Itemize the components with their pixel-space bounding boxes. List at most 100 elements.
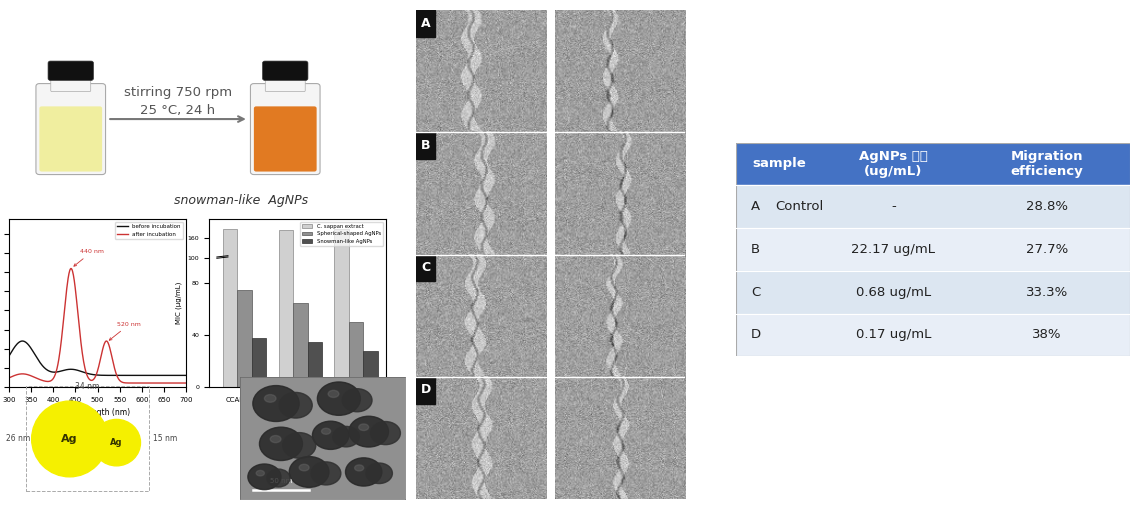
FancyBboxPatch shape xyxy=(37,83,105,175)
after incubation xyxy=(73,327,87,333)
Bar xyxy=(736,143,1130,185)
FancyBboxPatch shape xyxy=(51,75,91,92)
Ellipse shape xyxy=(322,428,331,434)
Bar xyxy=(736,271,1130,314)
Text: 0.17 ug/mL: 0.17 ug/mL xyxy=(856,328,931,342)
Ellipse shape xyxy=(283,433,316,458)
Text: B: B xyxy=(751,243,760,256)
before incubation xyxy=(131,372,145,378)
Text: Migration
efficiency: Migration efficiency xyxy=(1011,150,1083,178)
Text: 22.17 ug/mL: 22.17 ug/mL xyxy=(851,243,936,256)
Ellipse shape xyxy=(355,465,364,471)
FancyBboxPatch shape xyxy=(253,106,317,172)
Ellipse shape xyxy=(358,424,369,431)
Bar xyxy=(308,342,322,387)
Ellipse shape xyxy=(371,421,400,445)
Ellipse shape xyxy=(32,401,107,477)
Bar xyxy=(278,230,293,387)
before incubation xyxy=(2,353,16,359)
Ellipse shape xyxy=(329,390,339,398)
Text: A: A xyxy=(421,17,430,30)
Text: Control: Control xyxy=(775,200,823,213)
after incubation xyxy=(60,286,74,292)
Legend: C. sappan extract, Spherical-shaped AgNPs, Snowman-like AgNPs: C. sappan extract, Spherical-shaped AgNP… xyxy=(300,221,383,246)
Text: 440 nm: 440 nm xyxy=(74,249,104,266)
after incubation xyxy=(2,375,16,381)
Bar xyxy=(222,229,237,387)
Bar xyxy=(416,10,435,37)
Text: Ag: Ag xyxy=(62,434,78,444)
Text: C: C xyxy=(751,286,760,299)
before incubation xyxy=(157,373,171,379)
before incubation xyxy=(130,372,144,378)
Text: 50 nm: 50 nm xyxy=(269,478,292,484)
Ellipse shape xyxy=(299,464,309,471)
Bar xyxy=(736,185,1130,228)
Ellipse shape xyxy=(317,382,361,415)
after incubation xyxy=(130,380,144,386)
Line: after incubation: after incubation xyxy=(9,269,186,383)
Bar xyxy=(293,303,308,387)
Text: C: C xyxy=(421,261,430,274)
Text: D: D xyxy=(751,328,761,342)
Ellipse shape xyxy=(256,470,265,476)
FancyBboxPatch shape xyxy=(39,106,103,172)
Text: Ag: Ag xyxy=(111,438,123,447)
Text: 520 nm: 520 nm xyxy=(110,322,141,340)
Text: D: D xyxy=(421,383,431,397)
Ellipse shape xyxy=(366,463,393,484)
Text: 33.3%: 33.3% xyxy=(1026,286,1068,299)
Bar xyxy=(252,338,266,387)
after incubation xyxy=(149,380,163,386)
X-axis label: S. aureus strains: S. aureus strains xyxy=(265,408,330,417)
Line: before incubation: before incubation xyxy=(9,341,186,376)
Legend: before incubation, after incubation: before incubation, after incubation xyxy=(115,221,184,239)
Text: AgNPs 농도
(ug/mL): AgNPs 농도 (ug/mL) xyxy=(859,150,928,178)
Text: 26 nm: 26 nm xyxy=(6,435,30,443)
Y-axis label: MIC (μg/mL): MIC (μg/mL) xyxy=(176,281,181,324)
Bar xyxy=(363,351,378,387)
Ellipse shape xyxy=(92,419,140,466)
Bar xyxy=(237,290,252,387)
Bar xyxy=(736,314,1130,356)
Text: 34 nm: 34 nm xyxy=(75,382,99,390)
Text: stirring 750 rpm: stirring 750 rpm xyxy=(124,86,232,99)
X-axis label: Wavelength (nm): Wavelength (nm) xyxy=(65,408,130,417)
Text: -: - xyxy=(891,200,896,213)
after incubation xyxy=(114,378,128,384)
Text: 25 °C, 24 h: 25 °C, 24 h xyxy=(140,104,216,117)
Text: sample: sample xyxy=(752,157,807,171)
FancyBboxPatch shape xyxy=(262,61,308,80)
Text: 0.68 ug/mL: 0.68 ug/mL xyxy=(856,286,931,299)
after incubation xyxy=(24,373,38,379)
Text: 15 nm: 15 nm xyxy=(153,435,178,443)
before incubation xyxy=(60,366,74,373)
Ellipse shape xyxy=(333,427,359,447)
FancyBboxPatch shape xyxy=(48,61,94,80)
FancyBboxPatch shape xyxy=(251,83,319,175)
Ellipse shape xyxy=(313,421,349,449)
after incubation xyxy=(131,380,145,386)
Bar xyxy=(25,386,149,492)
Ellipse shape xyxy=(253,386,299,421)
Ellipse shape xyxy=(248,464,281,490)
before incubation xyxy=(114,372,128,378)
FancyBboxPatch shape xyxy=(266,75,306,92)
Bar xyxy=(416,254,435,281)
Ellipse shape xyxy=(265,394,276,402)
Ellipse shape xyxy=(270,436,281,443)
Bar xyxy=(736,228,1130,271)
Text: 28.8%: 28.8% xyxy=(1026,200,1068,213)
before incubation xyxy=(24,345,38,351)
Text: 27.7%: 27.7% xyxy=(1026,243,1068,256)
Text: B: B xyxy=(421,139,430,152)
Bar xyxy=(416,377,435,404)
Text: 38%: 38% xyxy=(1033,328,1061,342)
Ellipse shape xyxy=(267,469,290,487)
Ellipse shape xyxy=(349,416,388,447)
Ellipse shape xyxy=(311,462,341,485)
before incubation xyxy=(16,338,30,344)
Ellipse shape xyxy=(346,458,382,486)
Ellipse shape xyxy=(259,427,302,461)
Bar xyxy=(334,229,349,387)
